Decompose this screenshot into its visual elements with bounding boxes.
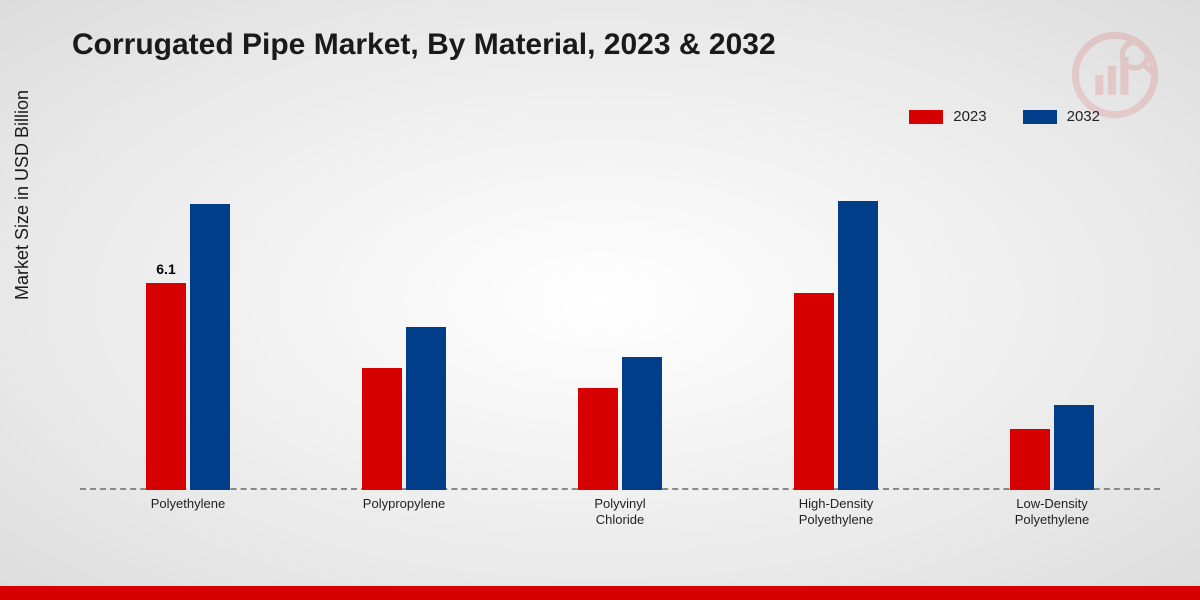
watermark-logo	[1070, 30, 1160, 120]
bar-group	[344, 327, 464, 490]
bar-2023	[794, 293, 834, 490]
bar-group	[560, 357, 680, 490]
legend-swatch-2023	[909, 110, 943, 124]
x-axis-label: PolyvinylChloride	[560, 490, 680, 530]
bar-2023: 6.1	[146, 283, 186, 490]
y-axis-label: Market Size in USD Billion	[12, 90, 33, 300]
bar-groups: 6.1	[80, 150, 1160, 490]
bar-group	[992, 405, 1112, 490]
legend-item-2032: 2032	[1023, 108, 1100, 125]
legend-label-2032: 2032	[1067, 108, 1100, 125]
bar-2032	[838, 201, 878, 490]
footer-bar	[0, 586, 1200, 600]
bar-value-label: 6.1	[156, 261, 175, 277]
bar-2023	[578, 388, 618, 490]
legend-swatch-2032	[1023, 110, 1057, 124]
bar-group	[776, 201, 896, 490]
bar-2023	[1010, 429, 1050, 490]
bar-2032	[1054, 405, 1094, 490]
bar-2032	[190, 204, 230, 490]
x-axis-labels: Polyethylene Polypropylene PolyvinylChlori…	[80, 490, 1160, 530]
bar-group: 6.1	[128, 204, 248, 490]
x-axis-label: Low-DensityPolyethylene	[992, 490, 1112, 530]
chart-title: Corrugated Pipe Market, By Material, 202…	[72, 28, 776, 62]
x-axis-label: Polypropylene	[344, 490, 464, 530]
bar-2032	[622, 357, 662, 490]
x-axis-label: Polyethylene	[128, 490, 248, 530]
legend: 2023 2032	[909, 108, 1100, 125]
bar-2032	[406, 327, 446, 490]
chart-area: 6.1 Polyethylene Polypropylene PolyvinylCh…	[80, 150, 1160, 530]
x-axis-label: High-DensityPolyethylene	[776, 490, 896, 530]
bar-2023	[362, 368, 402, 490]
legend-label-2023: 2023	[953, 108, 986, 125]
legend-item-2023: 2023	[909, 108, 986, 125]
